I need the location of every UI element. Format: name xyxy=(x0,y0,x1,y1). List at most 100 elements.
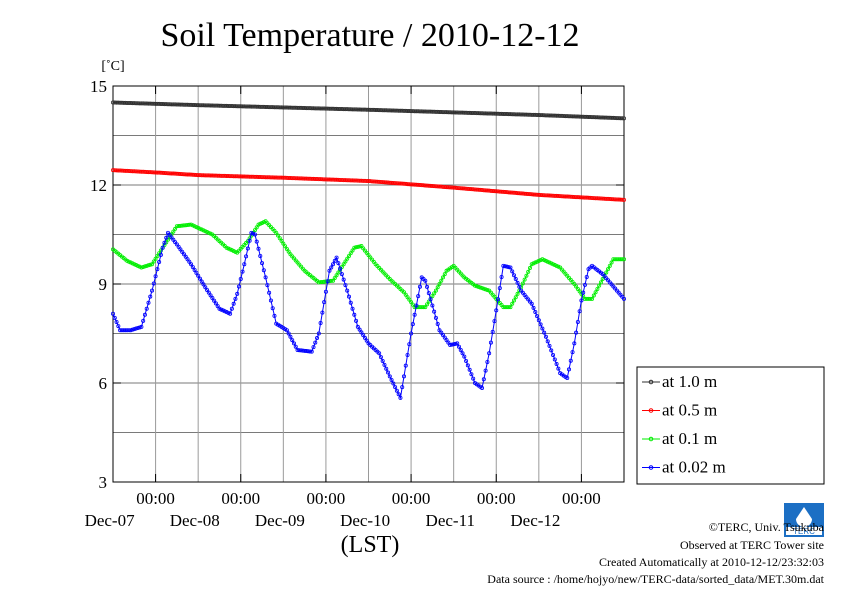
data-point xyxy=(316,331,321,336)
data-point xyxy=(274,230,279,235)
data-point xyxy=(488,340,493,345)
data-point xyxy=(400,385,405,390)
data-point xyxy=(189,262,194,267)
data-point xyxy=(595,286,600,291)
data-point xyxy=(506,305,511,310)
data-point xyxy=(286,331,291,336)
data-point xyxy=(139,324,144,329)
data-point xyxy=(426,291,431,296)
data-point xyxy=(142,264,147,269)
data-point xyxy=(377,351,382,356)
data-point xyxy=(515,280,520,285)
data-point xyxy=(364,338,369,343)
data-point xyxy=(465,363,470,368)
data-point xyxy=(256,246,261,251)
data-point xyxy=(139,265,144,270)
data-point xyxy=(291,341,296,346)
data-point xyxy=(350,306,355,311)
data-point xyxy=(547,343,552,348)
data-point xyxy=(508,305,513,310)
data-point xyxy=(194,270,199,275)
data-point xyxy=(435,285,440,290)
data-point xyxy=(391,381,396,386)
data-point xyxy=(212,298,217,303)
data-point xyxy=(574,330,579,335)
data-point xyxy=(137,325,142,330)
data-point xyxy=(485,287,490,292)
data-point xyxy=(622,116,627,121)
data-point xyxy=(535,314,540,319)
data-point xyxy=(276,233,281,238)
data-point xyxy=(582,282,587,287)
data-point xyxy=(336,261,341,266)
data-point xyxy=(229,306,234,311)
data-point xyxy=(607,263,612,268)
footer-copyright: ©TERC, Univ. Tsukuba xyxy=(708,520,824,534)
data-point xyxy=(343,283,348,288)
data-point xyxy=(527,266,532,271)
y-tick-label: 15 xyxy=(90,77,107,96)
data-point xyxy=(513,277,518,282)
data-point xyxy=(609,260,614,265)
data-point xyxy=(472,283,477,288)
data-point xyxy=(517,284,522,289)
data-point xyxy=(433,315,438,320)
data-point xyxy=(238,277,243,282)
data-point xyxy=(362,335,367,340)
data-point xyxy=(543,334,548,339)
data-point xyxy=(128,328,133,333)
legend-label: at 0.1 m xyxy=(662,429,717,448)
data-point xyxy=(242,262,247,267)
data-point xyxy=(401,374,406,379)
data-point xyxy=(162,240,167,245)
data-point xyxy=(460,351,465,356)
data-point xyxy=(135,325,140,330)
data-point xyxy=(348,251,353,256)
data-point xyxy=(417,284,422,289)
data-point xyxy=(387,374,392,379)
x-tick-time-label: 00:00 xyxy=(136,489,175,508)
data-point xyxy=(409,331,414,336)
data-point xyxy=(150,262,155,267)
data-point xyxy=(315,336,320,341)
data-point xyxy=(346,253,351,258)
series-at-0-5-m xyxy=(111,168,627,202)
data-point xyxy=(267,290,272,295)
data-point xyxy=(325,279,330,284)
data-point xyxy=(620,257,625,262)
footer-observed: Observed at TERC Tower site xyxy=(679,538,824,552)
data-point xyxy=(458,347,463,352)
data-point xyxy=(114,319,119,324)
data-point xyxy=(112,315,117,320)
data-point xyxy=(160,245,165,250)
data-point xyxy=(622,197,627,202)
data-point xyxy=(386,370,391,375)
data-point xyxy=(591,293,596,298)
data-point xyxy=(318,321,323,326)
x-tick-time-label: 00:00 xyxy=(392,489,431,508)
data-point xyxy=(199,279,204,284)
data-point xyxy=(520,281,525,286)
data-point xyxy=(345,288,350,293)
data-point xyxy=(515,291,520,296)
legend-marker xyxy=(648,436,654,442)
data-point xyxy=(236,284,241,289)
data-point xyxy=(554,362,559,367)
data-point xyxy=(380,358,385,363)
data-point xyxy=(205,287,210,292)
y-axis-unit-label: [˚C] xyxy=(101,59,124,74)
data-point xyxy=(449,342,454,347)
data-point xyxy=(231,301,236,306)
data-point xyxy=(604,270,609,275)
data-point xyxy=(320,310,325,315)
data-point xyxy=(210,296,215,301)
data-point xyxy=(511,273,516,278)
data-point xyxy=(462,354,467,359)
data-point xyxy=(329,265,334,270)
data-point xyxy=(252,228,257,233)
data-point xyxy=(279,238,284,243)
data-point xyxy=(577,309,582,314)
legend-label: at 0.02 m xyxy=(662,458,726,477)
footer-created: Created Automatically at 2010-12-12/23:3… xyxy=(599,555,824,569)
data-point xyxy=(141,318,146,323)
